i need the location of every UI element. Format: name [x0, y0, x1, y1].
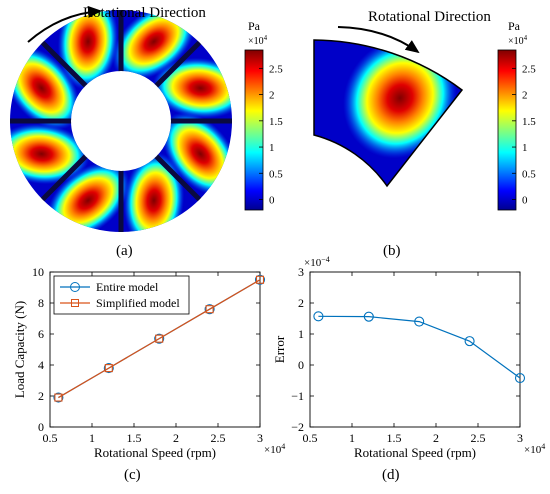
colorbar-tick-label: 1.5 — [269, 116, 283, 128]
data-point — [155, 334, 164, 343]
colorbar-tick-label: 0 — [522, 195, 528, 207]
colorbar-tick-label: 2.5 — [269, 63, 283, 75]
colorbar-b-unit: Pa — [508, 19, 521, 33]
pad-groove — [38, 38, 89, 89]
x-multiplier: ×104 — [264, 442, 285, 456]
x-tick-label: 2 — [433, 431, 439, 445]
pad-groove — [38, 153, 89, 204]
data-point — [104, 364, 113, 373]
data-point — [313, 311, 324, 322]
chart-error: 0.5 1 1.5 2 2.5 3 −2 −1 0 1 2 3 Rotational Speed (rp… — [272, 255, 545, 460]
data-point — [464, 336, 475, 347]
x-tick-label: 1 — [89, 431, 95, 445]
y-tick-label: 3 — [298, 265, 304, 279]
pad-groove — [153, 153, 204, 204]
data-point — [53, 392, 64, 403]
colorbar-tick-label: 0.5 — [269, 168, 283, 180]
y-tick-label: 4 — [38, 358, 44, 372]
y-tick-label: −2 — [291, 420, 304, 434]
colorbar-tick-label: 0.5 — [522, 168, 536, 180]
x-tick-label: 2.5 — [471, 431, 486, 445]
colorbar-a-exponent: ×104 — [248, 34, 268, 47]
y-tick-label: 2 — [298, 296, 304, 310]
colorbar-tick-label: 2 — [522, 90, 528, 102]
colorbar-tick-label: 2 — [269, 90, 275, 102]
y-tick-label: 10 — [32, 265, 44, 279]
y-multiplier: ×10−4 — [304, 255, 330, 269]
colorbar-tick-label: 1 — [269, 142, 275, 154]
y-axis-label: Error — [272, 335, 287, 363]
colorbar-tick-label: 1.5 — [522, 116, 536, 128]
x-tick-label: 0.5 — [303, 431, 318, 445]
legend-marker — [71, 299, 79, 307]
y-tick-label: 0 — [38, 420, 44, 434]
data-point — [254, 274, 266, 285]
series-line — [318, 315, 521, 379]
x-tick-label: 3 — [257, 431, 263, 445]
colorbar-tick-label: 1 — [522, 142, 528, 154]
sector-pressure-map — [314, 40, 462, 186]
legend-label: Simplified model — [96, 296, 180, 310]
x-tick-label: 1.5 — [127, 431, 142, 445]
colorbar-a-gradient — [244, 49, 264, 211]
rotational-direction-label: Rotational Direction — [83, 5, 206, 21]
data-point — [414, 316, 425, 327]
data-point — [154, 333, 165, 344]
rotational-direction-label-b: Rotational Direction — [368, 9, 491, 25]
colorbar-b-exponent: ×104 — [508, 34, 528, 47]
colorbar-b-gradient — [497, 49, 517, 211]
colorbar-a: Pa ×104 2.5 2 1.5 1 0.5 0 — [244, 19, 283, 211]
ring-pressure-map — [10, 10, 232, 232]
data-point — [103, 363, 114, 374]
x-tick-label: 0.5 — [43, 431, 58, 445]
caption-b: (b) — [383, 243, 401, 259]
caption-a: (a) — [116, 243, 133, 259]
caption-d: (d) — [382, 467, 400, 483]
x-axis-label: Rotational Speed (rpm) — [354, 445, 476, 460]
x-tick-label: 2 — [173, 431, 179, 445]
legend: Entire model Simplified model — [53, 275, 190, 315]
y-tick-label: 0 — [298, 358, 304, 372]
data-point — [205, 305, 214, 314]
x-axis-label: Rotational Speed (rpm) — [94, 445, 216, 460]
panel-a: Rotational Direction Pa ×104 2.5 2 1.5 1 0.5… — [10, 5, 283, 232]
pad-groove — [153, 38, 204, 89]
y-tick-label: 2 — [38, 389, 44, 403]
legend-marker — [70, 282, 80, 292]
colorbar-b: Pa ×104 2.5 2 1.5 1 0.5 0 — [497, 19, 536, 211]
y-axis-label: Load Capacity (N) — [12, 301, 27, 398]
data-point — [54, 393, 63, 402]
y-tick-label: −1 — [291, 389, 304, 403]
colorbar-a-unit: Pa — [248, 19, 261, 33]
caption-c: (c) — [124, 467, 141, 483]
plot-area — [309, 271, 521, 428]
data-point — [514, 372, 526, 384]
colorbar-tick-label: 2.5 — [522, 63, 536, 75]
colorbar-tick-label: 0 — [269, 195, 275, 207]
x-tick-label: 3 — [517, 431, 523, 445]
y-tick-label: 6 — [38, 327, 44, 341]
x-tick-label: 1.5 — [387, 431, 402, 445]
x-tick-label: 1 — [349, 431, 355, 445]
data-point — [363, 311, 374, 322]
y-tick-label: 1 — [298, 327, 304, 341]
data-point — [255, 275, 265, 284]
legend-label: Entire model — [96, 280, 159, 294]
panel-b: Rotational Direction Pa ×104 2.5 2 1.5 1 0.5… — [313, 9, 536, 211]
chart-load-capacity: 0.5 1 1.5 2 2.5 3 0 2 4 6 8 10 Rotational Speed (rpm… — [12, 265, 285, 460]
rotation-arrow-b — [337, 26, 420, 54]
series-line — [58, 279, 261, 399]
x-tick-label: 2.5 — [211, 431, 226, 445]
rotation-arrow — [27, 5, 102, 43]
data-point — [204, 304, 215, 315]
x-multiplier: ×104 — [524, 442, 545, 456]
sector-outline — [313, 39, 464, 188]
y-tick-label: 8 — [38, 296, 44, 310]
